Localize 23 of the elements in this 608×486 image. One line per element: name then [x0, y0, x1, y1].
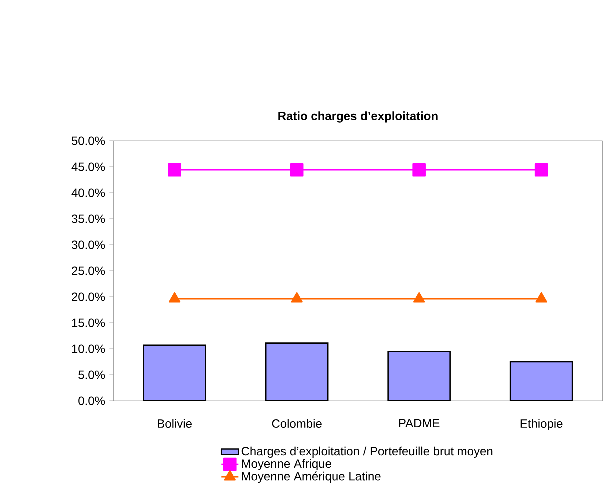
chart-title: Ratio charges d’exploitation: [278, 111, 438, 123]
bar: [143, 344, 206, 401]
x-tick-label: Bolivie: [158, 419, 192, 428]
y-tick-label: 25.0%: [72, 266, 106, 276]
bar: [265, 342, 329, 401]
legend-label: Charges d’exploitation / Portefeuille brut moyen: [242, 446, 493, 458]
y-tick-label: 20.0%: [72, 292, 106, 302]
legend-label: Moyenne Afrique: [242, 459, 332, 470]
legend-label: Moyenne Amérique Latine: [242, 472, 381, 483]
x-tick-label: Ethiopie: [520, 419, 563, 430]
y-tick-label: 45.0%: [72, 162, 106, 172]
y-tick-label: 10.0%: [72, 344, 106, 354]
y-tick-label: 50.0%: [72, 136, 106, 146]
bar: [510, 361, 574, 401]
y-tick-label: 0.0%: [78, 396, 106, 406]
x-tick-label: PADME: [399, 419, 440, 428]
bar: [388, 350, 451, 401]
y-tick-label: 30.0%: [72, 240, 106, 250]
x-tick-label: Colombie: [272, 419, 322, 428]
y-tick-label: 40.0%: [72, 188, 106, 198]
y-tick-label: 35.0%: [72, 214, 106, 224]
y-tick-label: 15.0%: [72, 318, 106, 328]
y-tick-label: 5.0%: [78, 370, 106, 380]
